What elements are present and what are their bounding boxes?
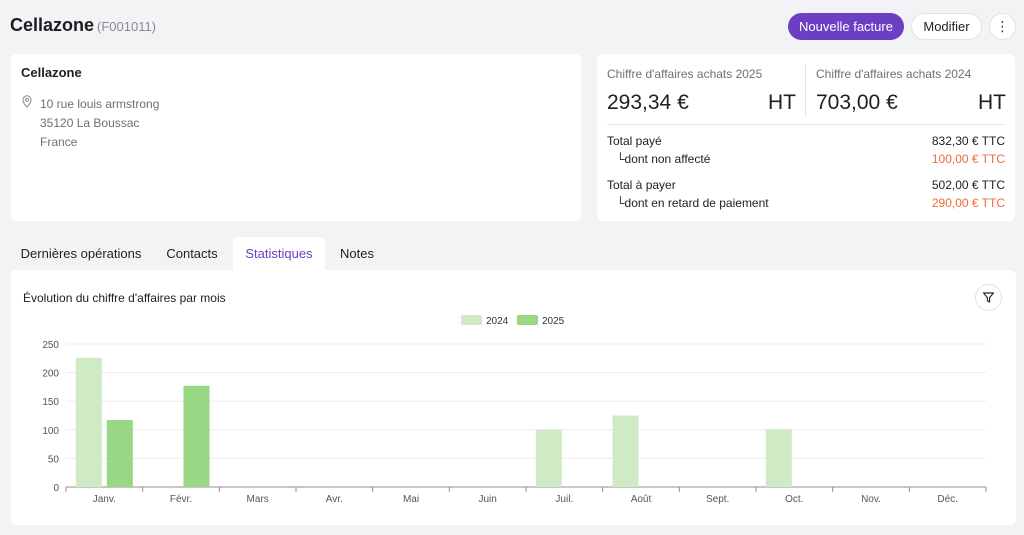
bar-2024-Janv. <box>75 357 102 487</box>
x-tick-label: Mars <box>247 494 269 505</box>
page-title: Cellazone <box>10 15 95 35</box>
address-line-3: France <box>40 135 78 149</box>
bar-2025-Févr. <box>183 385 210 487</box>
late-payment-row: └dont en retard de paiement <box>616 196 769 210</box>
revenue-bar-chart: 0 50 100 150 200 250 Janv. Févr. Mars Avr. Mai Juin… <box>42 315 987 505</box>
y-tick-label: 50 <box>48 454 60 465</box>
company-name: Cellazone <box>21 65 82 80</box>
legend-label-2025: 2025 <box>542 316 565 327</box>
bar-2024-Juil. <box>535 429 562 487</box>
revenue-2024-label: Chiffre d'affaires achats 2024 <box>816 67 972 81</box>
chart-filter-button[interactable] <box>975 284 1002 311</box>
x-tick-label: Avr. <box>326 494 343 505</box>
x-tick-label: Nov. <box>861 494 881 505</box>
stats-divider <box>805 64 806 116</box>
y-tick-label: 150 <box>42 397 59 408</box>
x-tick-label: Déc. <box>937 494 958 505</box>
revenue-2025-label: Chiffre d'affaires achats 2025 <box>607 67 763 81</box>
y-tick-label: 100 <box>42 426 59 437</box>
chart-title: Évolution du chiffre d'affaires par mois <box>23 291 226 305</box>
filter-icon <box>982 292 995 303</box>
new-invoice-button[interactable]: Nouvelle facture <box>788 13 904 40</box>
total-due-value: 502,00 € TTC <box>931 178 1005 192</box>
total-due-label: Total à payer <box>607 178 676 192</box>
y-tick-label: 200 <box>42 369 59 380</box>
total-paid-value: 832,30 € TTC <box>931 134 1005 148</box>
location-pin-icon <box>22 95 32 108</box>
edit-button[interactable]: Modifier <box>911 13 982 40</box>
tab-notes[interactable]: Notes <box>340 246 374 261</box>
x-tick-label: Sept. <box>706 494 729 505</box>
revenue-2025-value: 293,34 € <box>607 91 689 114</box>
legend-swatch-2025 <box>517 315 538 325</box>
legend-swatch-2024 <box>461 315 482 325</box>
more-vertical-icon: ⋮ <box>995 18 1010 35</box>
address-line-1: 10 rue louis armstrong <box>40 97 160 111</box>
bar-2024-Oct. <box>765 429 792 487</box>
revenue-2025-unit: HT <box>768 91 796 114</box>
bar-2025-Janv. <box>106 420 133 487</box>
subitem-arrow-icon: └ <box>616 196 625 210</box>
unassigned-row: └dont non affecté <box>616 152 710 166</box>
y-tick-label: 250 <box>42 340 59 351</box>
x-tick-label: Août <box>631 494 652 505</box>
x-tick-label: Oct. <box>785 494 803 505</box>
revenue-2024-value: 703,00 € <box>816 91 898 114</box>
x-tick-label: Févr. <box>170 494 192 505</box>
more-actions-button[interactable]: ⋮ <box>989 13 1016 40</box>
tab-contacts[interactable]: Contacts <box>166 246 218 261</box>
address-line-2: 35120 La Boussac <box>40 116 140 130</box>
chart-card: Évolution du chiffre d'affaires par mois… <box>11 270 1016 525</box>
stats-separator <box>607 124 1005 125</box>
revenue-summary-card: Chiffre d'affaires achats 2025 293,34 € … <box>597 54 1015 221</box>
subitem-arrow-icon: └ <box>616 152 625 166</box>
x-tick-label: Juil. <box>555 494 573 505</box>
late-payment-value: 290,00 € TTC <box>931 196 1005 210</box>
x-tick-label: Juin <box>478 494 496 505</box>
unassigned-label: dont non affecté <box>624 152 711 166</box>
bar-2024-Août <box>612 415 639 487</box>
tab-statistics[interactable]: Statistiques <box>233 237 325 270</box>
tab-recent-operations[interactable]: Dernières opérations <box>20 246 142 261</box>
legend-label-2024: 2024 <box>486 316 509 327</box>
company-card: Cellazone 10 rue louis armstrong 35120 L… <box>11 54 581 221</box>
total-paid-label: Total payé <box>607 134 662 148</box>
x-tick-label: Janv. <box>93 494 116 505</box>
supplier-reference: (F001011) <box>97 19 157 34</box>
late-payment-label: dont en retard de paiement <box>624 196 769 210</box>
unassigned-value: 100,00 € TTC <box>931 152 1005 166</box>
x-tick-label: Mai <box>403 494 419 505</box>
y-tick-label: 0 <box>53 483 59 494</box>
revenue-2024-unit: HT <box>978 91 1006 114</box>
